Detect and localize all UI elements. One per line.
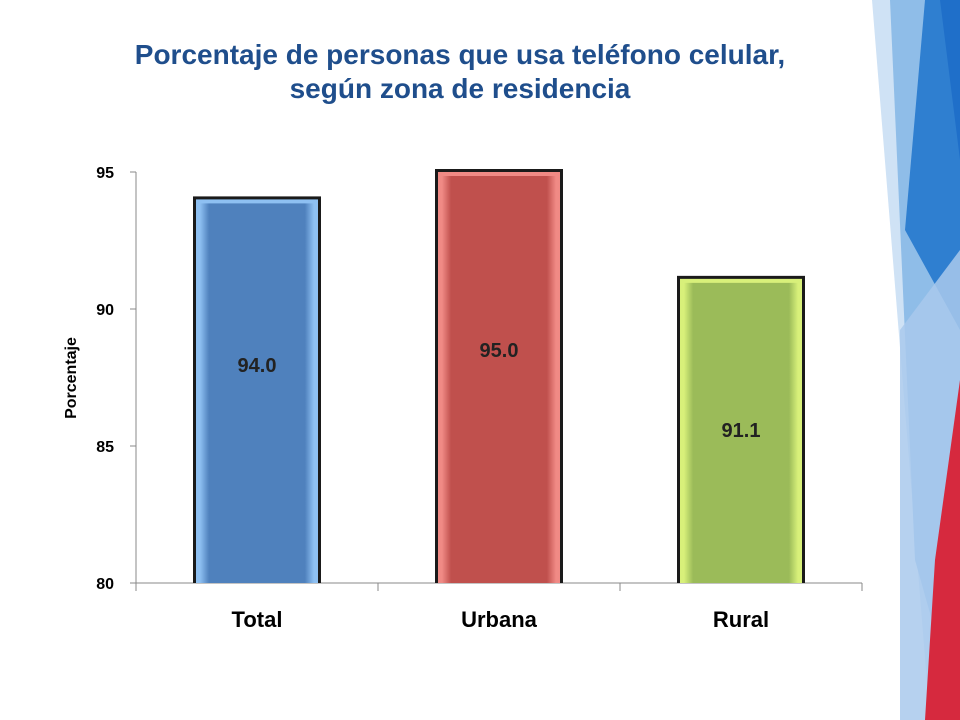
ribbon-blue-strip <box>905 0 960 330</box>
ribbon-deep-blue-strip <box>940 0 960 160</box>
y-tick-label: 85 <box>96 439 114 456</box>
x-category-label: Rural <box>713 607 769 632</box>
slide-title: Porcentaje de personas que usa teléfono … <box>60 38 860 106</box>
chart-bars <box>193 169 805 583</box>
chart-labels: 80 85 90 95 Porcentaje 94.0 Total 95.0 Urbana 91.… <box>63 165 769 632</box>
bar-fill <box>200 203 314 583</box>
x-category-label: Urbana <box>461 607 538 632</box>
ribbon-red-strip <box>925 380 960 720</box>
bar-fill <box>684 282 798 583</box>
x-category-label: Total <box>232 607 283 632</box>
slide-title-line-1: Porcentaje de personas que usa teléfono … <box>134 39 786 70</box>
bar-urbana <box>435 169 563 583</box>
bar-rural <box>677 275 805 583</box>
bar-value-label: 94.0 <box>238 355 277 377</box>
bar-value-label: 95.0 <box>480 340 519 362</box>
bar-fill <box>442 176 556 583</box>
slide-title-line-2: según zona de residencia <box>289 73 631 104</box>
bar-total <box>193 196 321 583</box>
y-tick-label: 95 <box>96 165 114 182</box>
bar-value-label: 91.1 <box>722 420 761 442</box>
y-axis-title: Porcentaje <box>63 337 80 419</box>
y-tick-label: 90 <box>96 302 114 319</box>
y-tick-label: 80 <box>96 576 114 593</box>
